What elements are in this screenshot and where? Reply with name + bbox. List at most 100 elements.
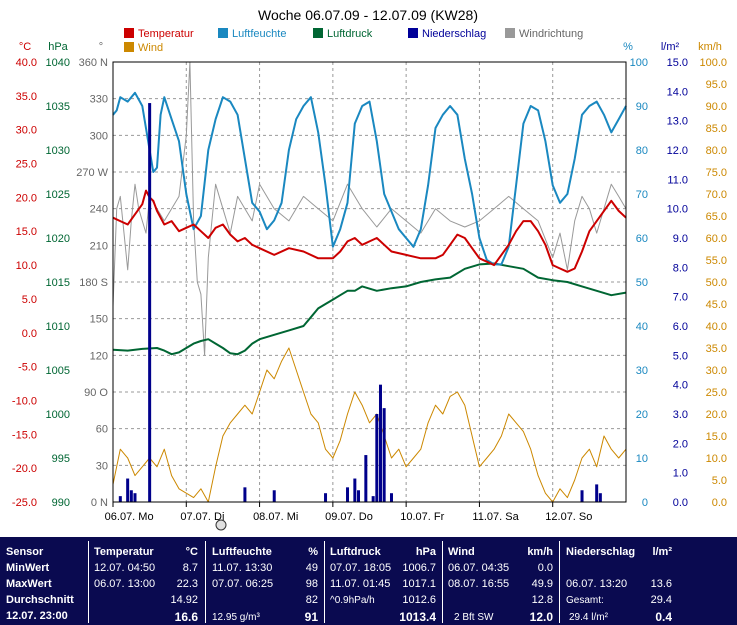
label-current: 12.07. 23:00: [6, 610, 68, 622]
humidity-tick-label: 20: [636, 409, 648, 421]
wind-tick-label: 55.0: [706, 255, 727, 267]
x-tick-label: 07.07. Di: [180, 511, 224, 523]
temperatur-max: 22.3: [176, 578, 198, 590]
humidity-tick-label: 0: [642, 497, 648, 509]
temp-tick-label: -20.0: [12, 463, 37, 475]
pressure-tick-label: 995: [52, 453, 70, 465]
bar-niederschlag: [357, 490, 361, 502]
pressure-tick-label: 1030: [46, 145, 70, 157]
direction-tick-label: 120: [90, 350, 108, 362]
legend-swatch-niederschlag: [408, 28, 418, 38]
bar-niederschlag: [595, 484, 599, 502]
pressure-tick-label: 1025: [46, 189, 70, 201]
direction-tick-label: 0 N: [91, 497, 108, 509]
rain-tick-label: 10.0: [667, 204, 688, 216]
scroll-handle[interactable]: [215, 519, 227, 531]
direction-tick-label: 300: [90, 130, 108, 142]
wind-unit-label: km/h: [698, 41, 722, 53]
legend-label-luftfeuchte: Luftfeuchte: [232, 28, 286, 40]
niederschlag-total-extra: 29.4 l/m²: [569, 612, 608, 623]
luftdruck-min-time: 07.07. 18:05: [330, 562, 392, 574]
bar-niederschlag: [126, 478, 130, 502]
x-axis-ticks: 06.07. Mo 07.07. Di 08.07. Mi 09.07. Do 10.0…: [105, 502, 592, 523]
wind-max: 49.9: [531, 578, 553, 590]
direction-unit-label: °: [99, 41, 103, 53]
label-sensor: Sensor: [6, 546, 44, 558]
chart-title: Woche 06.07.09 - 12.07.09 (KW28): [258, 7, 478, 23]
legend-label-windrichtung: Windrichtung: [519, 28, 583, 40]
plot-frame: [112, 61, 627, 503]
x-tick-label: 10.07. Fr: [400, 511, 444, 523]
legend-swatch-wind: [124, 42, 134, 52]
wind-min-time: 06.07. 04:35: [448, 562, 510, 574]
rain-tick-label: 15.0: [667, 57, 688, 69]
bar-niederschlag: [118, 496, 122, 502]
humidity-tick-label: 80: [636, 145, 648, 157]
direction-tick-label: 150: [90, 314, 108, 326]
wind-title: Wind: [448, 546, 475, 558]
temp-tick-label: -10.0: [12, 395, 37, 407]
wind-tick-label: 75.0: [706, 167, 727, 179]
bar-niederschlag: [580, 490, 584, 502]
temp-tick-label: 5.0: [22, 294, 37, 306]
legend-swatch-luftdruck: [313, 28, 323, 38]
wind-tick-label: 45.0: [706, 299, 727, 311]
wind-tick-label: 5.0: [712, 475, 727, 487]
rain-tick-label: 0.0: [673, 497, 688, 509]
col-labels: Sensor MinWert MaxWert Durchschnitt 12.0…: [0, 537, 86, 625]
legend-swatch-luftfeuchte: [218, 28, 228, 38]
pressure-tick-label: 990: [52, 497, 70, 509]
rain-tick-label: 5.0: [673, 350, 688, 362]
luftfeuchte-title: Luftfeuchte: [212, 546, 272, 558]
niederschlag-max: 13.6: [650, 578, 672, 590]
rain-tick-label: 7.0: [673, 292, 688, 304]
rain-tick-label: 2.0: [673, 438, 688, 450]
direction-tick-label: 270 W: [76, 167, 108, 179]
luftdruck-min: 1006.7: [402, 562, 436, 574]
niederschlag-total-label: Gesamt:: [566, 595, 604, 606]
label-min: MinWert: [6, 562, 50, 574]
legend: Temperatur Luftfeuchte Luftdruck Niederschl…: [124, 28, 583, 54]
luftfeuchte-absolute: 12.95 g/m³: [212, 612, 260, 623]
direction-tick-label: 330: [90, 94, 108, 106]
luftdruck-trend: ^0.9hPa/h: [330, 595, 375, 606]
rain-tick-label: 13.0: [667, 116, 688, 128]
x-tick-label: 06.07. Mo: [105, 511, 154, 523]
rain-tick-label: 4.0: [673, 380, 688, 392]
col-temperatur: Temperatur °C 12.07. 04:50 8.7 06.07. 13…: [90, 537, 202, 625]
pressure-unit-label: hPa: [48, 41, 68, 53]
humidity-tick-label: 90: [636, 101, 648, 113]
bar-niederschlag: [364, 455, 368, 502]
rain-tick-label: 8.0: [673, 262, 688, 274]
col-niederschlag: Niederschlag l/m² 06.07. 13:20 13.6 Gesa…: [561, 537, 676, 625]
temp-tick-label: 25.0: [16, 159, 37, 171]
bar-niederschlag: [133, 493, 137, 502]
direction-tick-label: 360 N: [79, 57, 108, 69]
humidity-tick-label: 70: [636, 189, 648, 201]
temperatur-min-time: 12.07. 04:50: [94, 562, 156, 574]
temp-tick-label: 15.0: [16, 226, 37, 238]
humidity-tick-label: 50: [636, 277, 648, 289]
temp-tick-label: 30.0: [16, 125, 37, 137]
luftfeuchte-max-time: 07.07. 06:25: [212, 578, 274, 590]
bar-niederschlag: [382, 408, 386, 502]
wind-max-time: 08.07. 16:55: [448, 578, 510, 590]
luftfeuchte-max: 98: [305, 578, 318, 590]
bar-niederschlag: [378, 384, 382, 502]
rain-unit-label: l/m²: [661, 41, 680, 53]
pressure-tick-label: 1015: [46, 277, 70, 289]
pressure-tick-label: 1000: [46, 409, 70, 421]
rain-tick-label: 11.0: [667, 174, 688, 186]
wind-tick-label: 80.0: [706, 145, 727, 157]
bar-niederschlag: [129, 490, 133, 502]
wind-beaufort: 2 Bft SW: [454, 612, 494, 623]
temp-tick-label: -15.0: [12, 429, 37, 441]
legend-label-temperatur: Temperatur: [138, 28, 194, 40]
x-tick-label: 09.07. Do: [325, 511, 373, 523]
luftdruck-max: 1017.1: [402, 578, 436, 590]
temperatur-max-time: 06.07. 13:00: [94, 578, 156, 590]
bar-niederschlag: [389, 493, 393, 502]
wind-tick-label: 70.0: [706, 189, 727, 201]
temp-tick-label: 20.0: [16, 192, 37, 204]
temp-tick-label: -25.0: [12, 497, 37, 509]
